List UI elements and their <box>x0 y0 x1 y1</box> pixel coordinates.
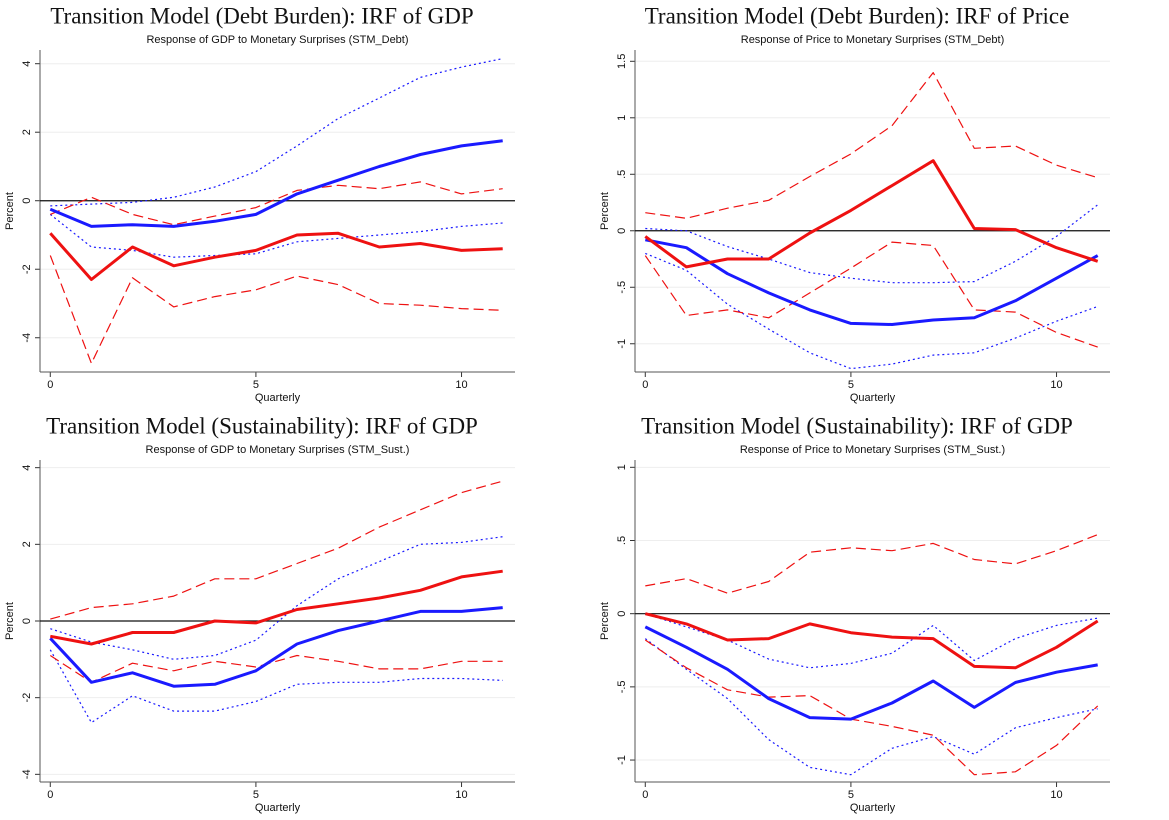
y-tick-label: -1 <box>616 339 628 349</box>
series-line <box>49 231 503 281</box>
y-tick-label: -.5 <box>616 281 628 294</box>
y-tick-label: .5 <box>616 170 628 179</box>
y-axis-label: Percent <box>4 192 16 230</box>
outer-title: Transition Model (Debt Burden): IRF of G… <box>50 3 473 28</box>
series-line <box>49 213 503 258</box>
series-line <box>50 58 503 207</box>
series-line <box>645 204 1099 284</box>
y-tick-label: 0 <box>616 228 628 234</box>
y-tick-label: -2 <box>21 264 33 274</box>
x-axis-label: Quarterly <box>255 392 301 404</box>
series-line <box>644 625 1098 721</box>
x-tick-label: 5 <box>253 379 259 391</box>
x-tick-label: 10 <box>455 379 467 391</box>
series-line <box>49 255 503 364</box>
y-axis-label: Percent <box>599 192 611 230</box>
series-line <box>50 569 503 646</box>
series-line <box>645 238 1099 326</box>
outer-title: Transition Model (Sustainability): IRF o… <box>46 413 478 438</box>
y-tick-label: 1 <box>616 115 628 121</box>
series-line <box>644 241 1098 348</box>
y-tick-label: 0 <box>21 198 33 204</box>
x-tick-label: 10 <box>455 789 467 801</box>
y-axis-label: Percent <box>599 602 611 640</box>
y-tick-label: -1 <box>616 755 628 765</box>
x-tick-label: 10 <box>1050 379 1062 391</box>
y-axis-label: Percent <box>4 602 16 640</box>
series-line <box>645 613 1098 669</box>
series-line <box>50 181 503 226</box>
y-tick-label: -2 <box>21 693 33 703</box>
x-axis-label: Quarterly <box>850 802 896 814</box>
series-line <box>644 612 1099 670</box>
y-tick-label: 0 <box>21 618 33 624</box>
series-line <box>644 639 1099 776</box>
series-line <box>50 536 503 660</box>
y-tick-label: 2 <box>21 129 33 135</box>
y-tick-label: -4 <box>21 333 33 343</box>
outer-title: Transition Model (Sustainability): IRF o… <box>641 413 1073 438</box>
chart-subtitle: Response of Price to Monetary Surprises … <box>740 444 1005 456</box>
x-tick-label: 0 <box>47 379 53 391</box>
y-tick-label: -4 <box>21 769 33 779</box>
series-line <box>645 252 1098 370</box>
x-tick-label: 5 <box>253 789 259 801</box>
series-line <box>644 159 1099 269</box>
x-tick-label: 5 <box>848 379 854 391</box>
series-line <box>49 139 503 228</box>
y-tick-label: 2 <box>21 541 33 547</box>
chart-subtitle: Response of GDP to Monetary Surprises (S… <box>146 444 410 456</box>
series-line <box>50 480 503 620</box>
x-tick-label: 0 <box>642 379 648 391</box>
y-tick-label: 0 <box>616 611 628 617</box>
x-tick-label: 5 <box>848 789 854 801</box>
x-axis-label: Quarterly <box>850 392 896 404</box>
y-tick-label: .5 <box>616 536 628 545</box>
series-line <box>49 606 503 688</box>
y-tick-label: 4 <box>21 61 33 67</box>
x-tick-label: 0 <box>642 789 648 801</box>
x-tick-label: 10 <box>1050 789 1062 801</box>
x-axis-label: Quarterly <box>255 802 301 814</box>
series-line <box>645 534 1098 594</box>
series-line <box>644 638 1098 776</box>
x-tick-label: 0 <box>47 789 53 801</box>
outer-title: Transition Model (Debt Burden): IRF of P… <box>645 3 1070 28</box>
series-line <box>645 72 1098 219</box>
y-tick-label: -.5 <box>616 680 628 693</box>
chart-subtitle: Response of GDP to Monetary Surprises (S… <box>146 34 408 46</box>
y-tick-label: 4 <box>21 465 33 471</box>
series-line <box>49 654 503 683</box>
y-tick-label: 1.5 <box>616 54 628 69</box>
y-tick-label: 1 <box>616 464 628 470</box>
chart-subtitle: Response of Price to Monetary Surprises … <box>741 34 1005 46</box>
